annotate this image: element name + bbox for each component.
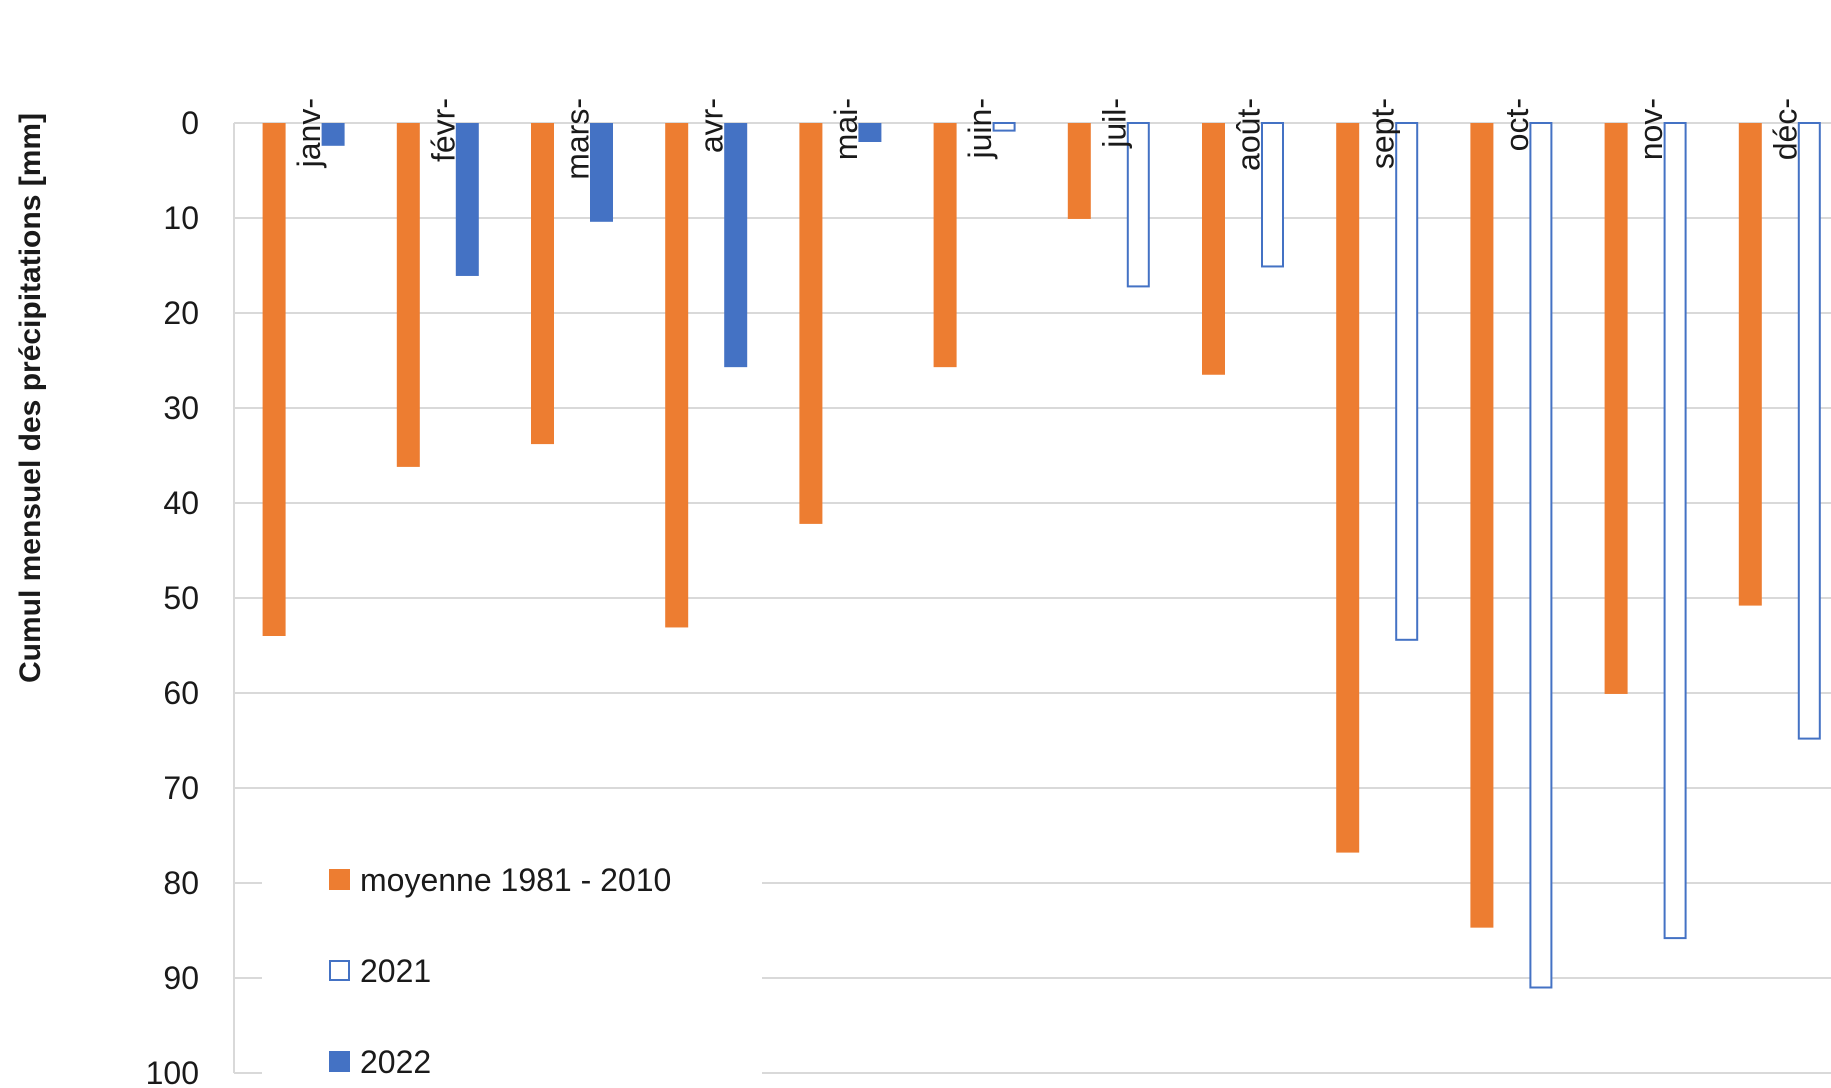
y-tick-label: 30 <box>163 390 199 426</box>
y-tick-label: 60 <box>163 675 199 711</box>
category-label: déc- <box>1767 98 1803 160</box>
category-label: févr- <box>425 98 461 162</box>
bar <box>1336 123 1360 853</box>
bar <box>933 123 957 368</box>
category-label: mars- <box>560 98 596 180</box>
y-tick-label: 20 <box>163 295 199 331</box>
legend-entry: 2022 <box>360 1044 431 1080</box>
bar <box>531 123 554 445</box>
category-label: mai- <box>828 98 864 160</box>
bar <box>1604 123 1628 694</box>
category-label: avr- <box>694 98 730 153</box>
category-labels: janv-févr-mars-avr-mai-juin-juil-août-se… <box>291 98 1803 180</box>
bar <box>1067 123 1091 219</box>
category-label: nov- <box>1633 98 1669 160</box>
y-tick-label: 70 <box>163 770 199 806</box>
category-label: oct- <box>1499 98 1535 151</box>
y-axis: 0 10 20 30 40 50 60 70 80 90 100 <box>146 105 235 1088</box>
bar <box>1202 123 1225 375</box>
category-label: sept- <box>1365 98 1401 169</box>
bar <box>799 123 823 524</box>
y-tick-label: 10 <box>163 200 199 236</box>
y-axis-label: Cumul mensuel des précipitations [mm] <box>14 113 47 683</box>
legend-swatch <box>329 1051 350 1072</box>
y-tick-label: 90 <box>163 960 199 996</box>
legend-entry: 2021 <box>360 953 431 989</box>
bar <box>590 123 613 222</box>
category-label: juil- <box>1096 98 1132 149</box>
bar <box>1529 122 1553 989</box>
bar <box>1261 122 1284 268</box>
bar <box>262 123 286 636</box>
bar <box>455 123 479 276</box>
category-label: juin- <box>962 98 998 159</box>
bar <box>1126 122 1150 288</box>
legend-entry: moyenne 1981 - 2010 <box>360 862 671 898</box>
bar <box>1470 123 1494 928</box>
bar <box>321 123 345 146</box>
legend-swatch <box>329 869 350 890</box>
y-tick-label: 80 <box>163 865 199 901</box>
bar <box>724 123 748 368</box>
bar <box>1663 122 1687 940</box>
bar <box>396 123 420 467</box>
y-tick-label: 50 <box>163 580 199 616</box>
bar <box>1738 123 1762 606</box>
y-tick-label: 100 <box>146 1055 199 1088</box>
bars <box>262 122 1821 989</box>
bar <box>858 123 882 142</box>
bar <box>1395 122 1419 641</box>
category-label: août- <box>1231 98 1267 171</box>
legend-swatch <box>329 960 350 981</box>
bar <box>992 122 1016 132</box>
bar <box>665 123 689 628</box>
legend: moyenne 1981 - 2010 2021 2022 <box>262 840 762 1080</box>
y-tick-label: 0 <box>181 105 199 141</box>
y-tick-label: 40 <box>163 485 199 521</box>
bar <box>1797 122 1821 740</box>
category-label: janv- <box>291 98 327 168</box>
